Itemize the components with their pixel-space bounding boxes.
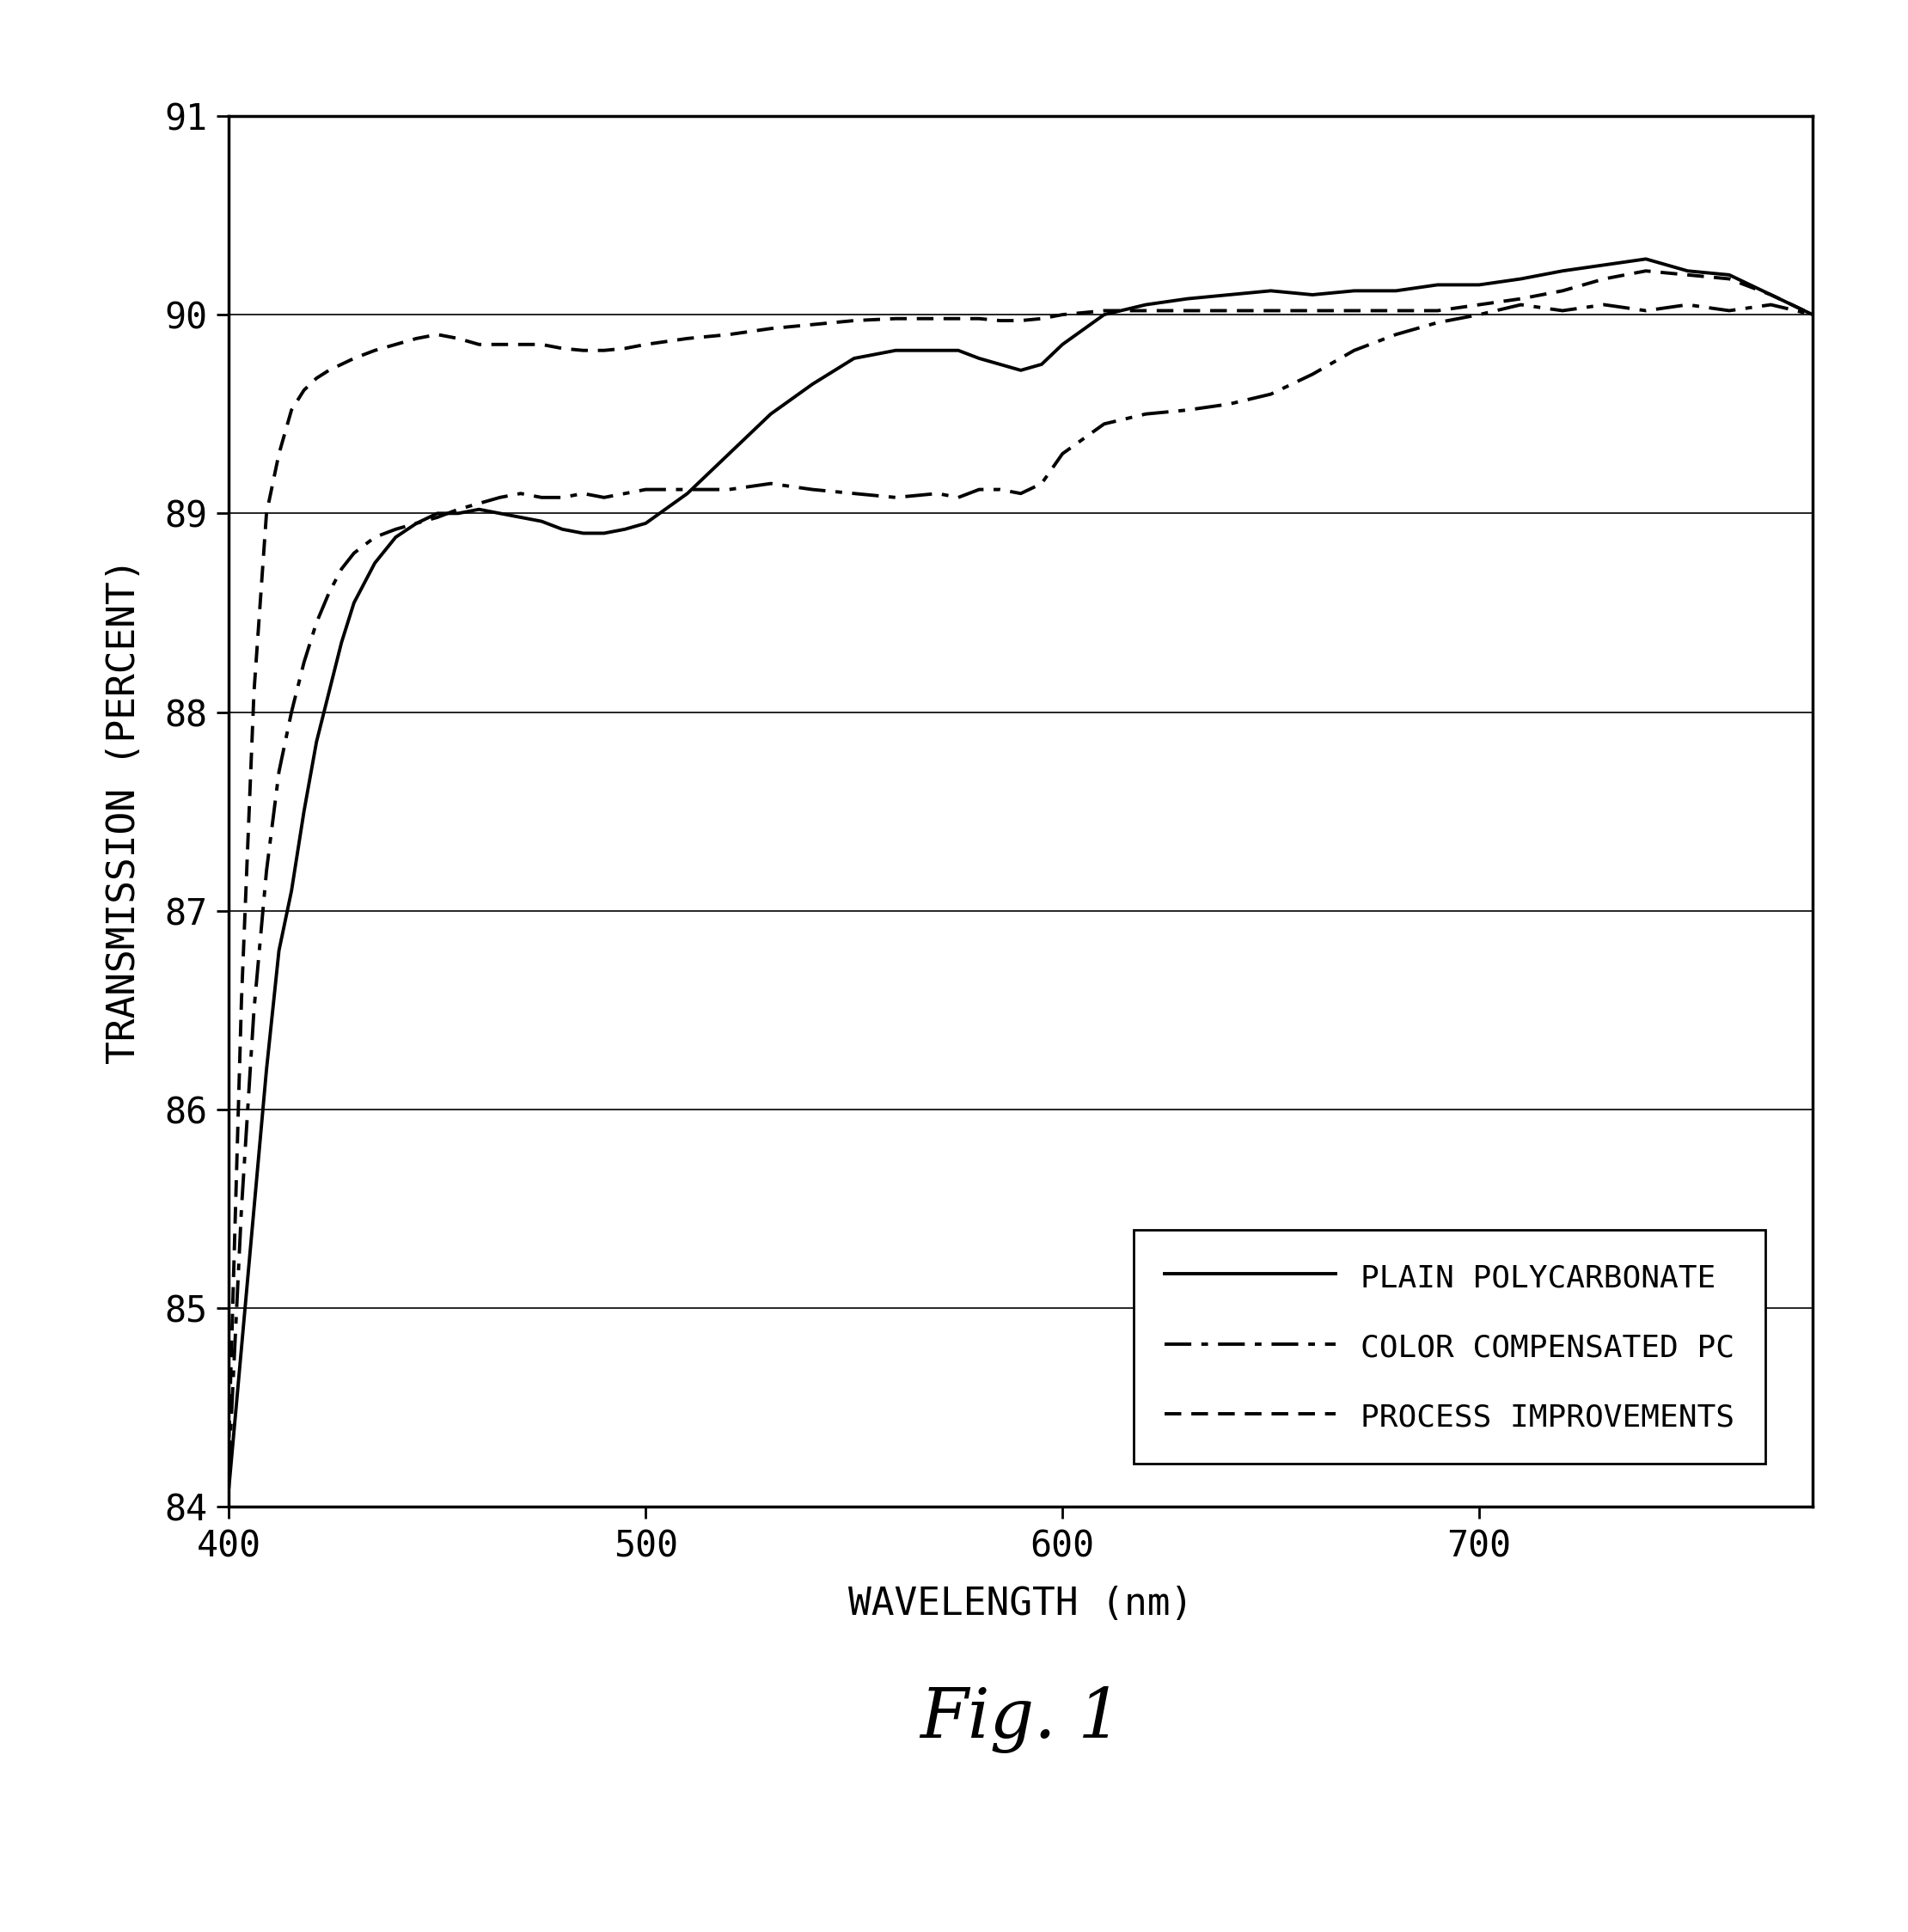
PROCESS IMPROVEMENTS	[1801, 303, 1824, 327]
PROCESS IMPROVEMENTS	[925, 307, 948, 330]
COLOR COMPENSATED PC	[218, 1455, 240, 1478]
COLOR COMPENSATED PC	[231, 1198, 254, 1221]
COLOR COMPENSATED PC	[551, 485, 574, 508]
PROCESS IMPROVEMENTS	[1635, 259, 1658, 282]
COLOR COMPENSATED PC	[988, 477, 1011, 500]
PLAIN POLYCARBONATE	[1801, 303, 1824, 327]
PROCESS IMPROVEMENTS	[1030, 307, 1053, 330]
PROCESS IMPROVEMENTS	[218, 1426, 240, 1449]
X-axis label: WAVELENGTH (nm): WAVELENGTH (nm)	[849, 1586, 1192, 1623]
Line: COLOR COMPENSATED PC: COLOR COMPENSATED PC	[229, 305, 1813, 1466]
PLAIN POLYCARBONATE	[925, 338, 948, 361]
PLAIN POLYCARBONATE	[231, 1337, 254, 1360]
Y-axis label: TRANSMISSION (PERCENT): TRANSMISSION (PERCENT)	[107, 558, 143, 1065]
COLOR COMPENSATED PC	[1801, 303, 1824, 327]
PROCESS IMPROVEMENTS	[988, 309, 1011, 332]
Line: PROCESS IMPROVEMENTS: PROCESS IMPROVEMENTS	[229, 270, 1813, 1437]
COLOR COMPENSATED PC	[1509, 294, 1532, 317]
Line: PLAIN POLYCARBONATE: PLAIN POLYCARBONATE	[229, 259, 1813, 1488]
PLAIN POLYCARBONATE	[218, 1476, 240, 1499]
PLAIN POLYCARBONATE	[1259, 280, 1282, 303]
Text: Fig. 1: Fig. 1	[920, 1687, 1122, 1752]
PLAIN POLYCARBONATE	[1635, 247, 1658, 270]
PLAIN POLYCARBONATE	[551, 518, 574, 541]
PROCESS IMPROVEMENTS	[1259, 299, 1282, 323]
Legend: PLAIN POLYCARBONATE, COLOR COMPENSATED PC, PROCESS IMPROVEMENTS: PLAIN POLYCARBONATE, COLOR COMPENSATED P…	[1133, 1231, 1765, 1464]
COLOR COMPENSATED PC	[1030, 471, 1053, 495]
PROCESS IMPROVEMENTS	[551, 336, 574, 359]
PLAIN POLYCARBONATE	[988, 354, 1011, 377]
PROCESS IMPROVEMENTS	[231, 989, 254, 1012]
COLOR COMPENSATED PC	[925, 481, 948, 504]
PLAIN POLYCARBONATE	[1030, 354, 1053, 377]
COLOR COMPENSATED PC	[1259, 383, 1282, 406]
